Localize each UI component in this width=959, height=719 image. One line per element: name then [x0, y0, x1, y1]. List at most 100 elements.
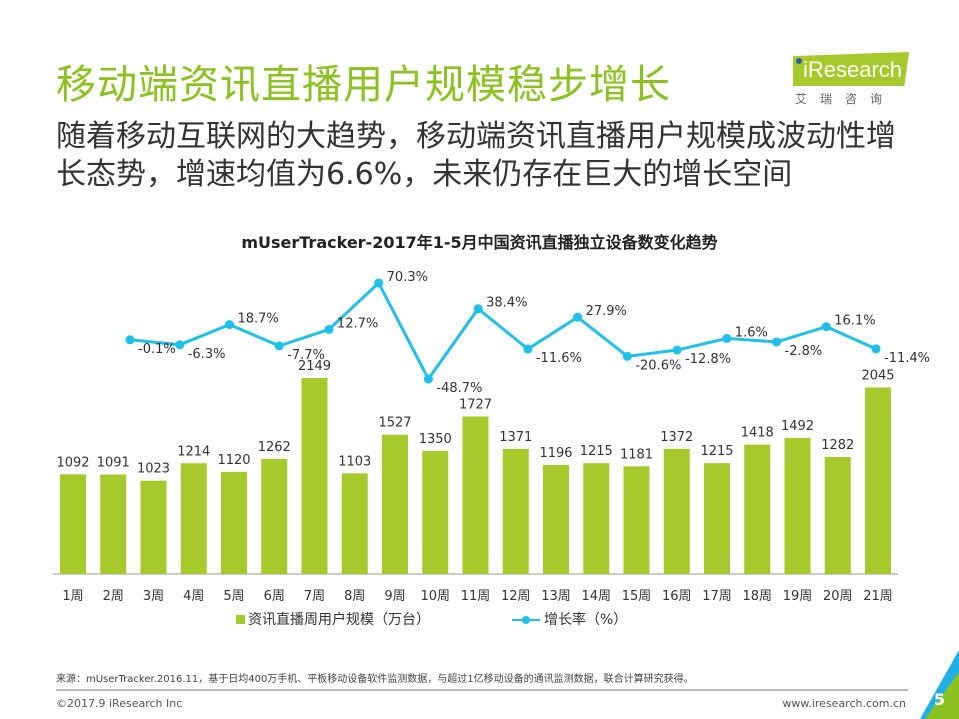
- bar-value-label: 1196: [539, 446, 572, 461]
- bar: [221, 471, 247, 574]
- growth-point: [622, 351, 632, 361]
- x-tick-label: 16周: [662, 589, 692, 604]
- bar: [180, 463, 207, 574]
- x-tick-label: 4周: [183, 589, 204, 604]
- bar: [865, 387, 891, 574]
- growth-label: -11.4%: [884, 351, 930, 366]
- bar-value-label: 1023: [137, 462, 170, 477]
- bar-value-label: 1372: [660, 430, 693, 445]
- page-title: 移动端资讯直播用户规模稳步增长: [56, 62, 671, 108]
- bar: [382, 434, 408, 574]
- bar-value-label: 1120: [217, 453, 250, 468]
- x-tick-label: 5周: [223, 589, 244, 604]
- x-tick-label: 13周: [541, 589, 571, 604]
- bar-value-label: 1092: [56, 455, 89, 470]
- bar: [341, 473, 368, 574]
- bar-value-label: 1527: [378, 416, 411, 431]
- legend-bar-label: 资讯直播周用户规模（万台）: [248, 612, 430, 628]
- growth-line: [129, 280, 877, 382]
- iresearch-logo: iResearch 艾瑞咨询: [793, 48, 913, 112]
- bar-value-label: 1262: [258, 440, 291, 455]
- bar-value-label: 1418: [741, 426, 774, 441]
- bar: [784, 437, 811, 574]
- growth-point: [573, 312, 583, 322]
- bar-value-label: 2149: [298, 359, 331, 374]
- page-subtitle: 随着移动互联网的大趋势，移动端资讯直播用户规模成波动性增长态势，增速均值为6.6…: [56, 119, 896, 192]
- copyright: ©2017.9 iResearch Inc: [56, 697, 183, 710]
- bar: [301, 378, 328, 574]
- growth-point: [821, 322, 831, 332]
- growth-label: -20.6%: [635, 358, 681, 373]
- growth-label: 16.1%: [834, 314, 875, 329]
- bar: [60, 474, 86, 574]
- bar: [543, 464, 569, 574]
- growth-label: -11.6%: [536, 351, 582, 366]
- growth-label: -6.3%: [188, 347, 226, 362]
- bar-value-label: 1181: [620, 447, 653, 462]
- x-tick-label: 20周: [823, 589, 853, 604]
- growth-point: [374, 278, 384, 288]
- growth-label: 70.3%: [387, 270, 428, 285]
- growth-point: [125, 335, 135, 345]
- legend-bar: 资讯直播周用户规模（万台）: [236, 609, 430, 629]
- growth-label: 18.7%: [237, 312, 278, 327]
- growth-label: -7.7%: [287, 348, 325, 363]
- page-number: 5: [933, 690, 945, 709]
- growth-point: [523, 344, 533, 354]
- logo-text: iResearch: [803, 57, 903, 82]
- bar-value-label: 1091: [97, 455, 130, 470]
- x-tick-label: 3周: [143, 589, 164, 604]
- bar: [261, 458, 288, 574]
- bar-value-label: 2045: [861, 368, 894, 383]
- legend-line-swatch: [512, 616, 540, 624]
- bar: [623, 466, 650, 574]
- growth-label: -0.1%: [138, 342, 176, 357]
- growth-label: -12.8%: [685, 352, 731, 367]
- bar: [583, 463, 610, 574]
- bar-value-label: 1215: [700, 444, 733, 459]
- footer-divider: [56, 689, 908, 691]
- bar: [704, 463, 730, 574]
- growth-point: [175, 340, 185, 350]
- bar-value-label: 1350: [419, 432, 452, 447]
- x-tick-label: 21周: [863, 589, 893, 604]
- legend-line: 增长率（%）: [512, 609, 627, 629]
- growth-point: [772, 337, 782, 347]
- website-link[interactable]: www.iresearch.com.cn: [782, 697, 906, 710]
- bar-value-label: 1492: [781, 419, 814, 434]
- growth-label: 12.7%: [337, 316, 378, 331]
- bar-value-label: 1727: [459, 397, 492, 412]
- bar-value-label: 1103: [338, 454, 371, 469]
- chart-title: mUserTracker-2017年1-5月中国资讯直播独立设备数变化趋势: [241, 233, 718, 252]
- x-tick-label: 1周: [62, 589, 83, 604]
- x-tick-label: 6周: [264, 589, 285, 604]
- bar-value-label: 1215: [580, 444, 613, 459]
- x-tick-label: 15周: [622, 589, 652, 604]
- bar: [663, 448, 690, 574]
- growth-label: 27.9%: [586, 304, 627, 319]
- bar-value-label: 1214: [177, 444, 210, 459]
- bar: [422, 450, 449, 574]
- legend-line-label: 增长率（%）: [544, 612, 628, 628]
- x-tick-label: 10周: [420, 589, 450, 604]
- growth-point: [722, 333, 732, 343]
- legend-bar-swatch: [236, 615, 245, 624]
- bar: [462, 416, 489, 574]
- bar: [140, 480, 167, 574]
- x-tick-label: 12周: [501, 589, 531, 604]
- bar: [100, 474, 127, 574]
- x-tick-label: 8周: [344, 589, 365, 604]
- x-tick-label: 18周: [742, 589, 772, 604]
- growth-point: [672, 345, 682, 355]
- growth-label: 1.6%: [735, 325, 768, 340]
- x-tick-label: 9周: [384, 589, 405, 604]
- bar: [502, 448, 529, 574]
- growth-point: [473, 304, 483, 314]
- growth-point: [423, 374, 433, 384]
- x-tick-label: 11周: [461, 589, 491, 604]
- bar-value-label: 1371: [499, 430, 532, 445]
- growth-label: -48.7%: [436, 381, 482, 396]
- growth-point: [224, 320, 234, 330]
